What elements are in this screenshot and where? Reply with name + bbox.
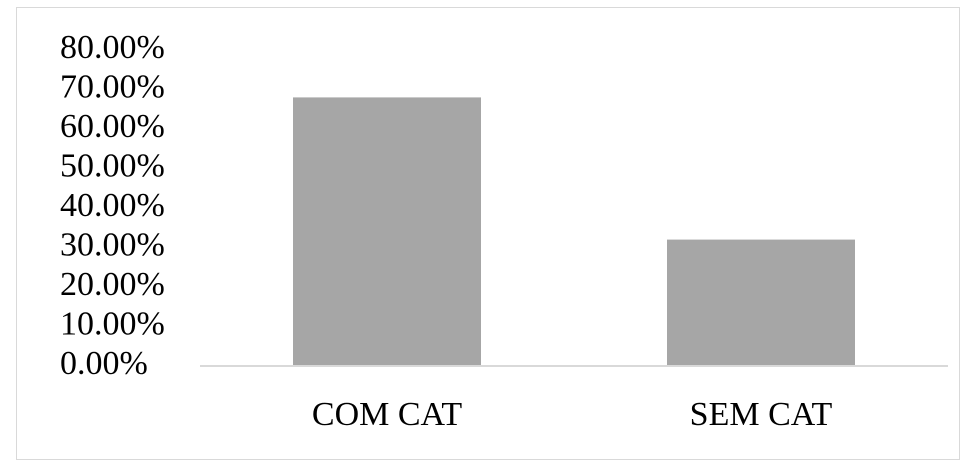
y-tick-label: 60.00%	[60, 108, 165, 145]
y-tick-label: 10.00%	[60, 305, 165, 342]
chart-area	[16, 7, 960, 460]
y-tick-label: 80.00%	[60, 29, 165, 66]
bar-com-cat	[293, 97, 481, 367]
x-tick-label: SEM CAT	[690, 396, 833, 433]
y-tick-label: 70.00%	[60, 68, 165, 105]
x-axis-labels: COM CAT SEM CAT	[312, 396, 833, 433]
y-tick-label: 40.00%	[60, 187, 165, 224]
x-tick-label: COM CAT	[312, 396, 462, 433]
y-tick-label: 0.00%	[60, 345, 148, 382]
y-tick-label: 20.00%	[60, 266, 165, 303]
y-tick-label: 50.00%	[60, 147, 165, 184]
y-axis-ticks: 0.00%10.00%20.00%30.00%40.00%50.00%60.00…	[60, 29, 165, 382]
y-tick-label: 30.00%	[60, 226, 165, 263]
bars	[293, 97, 855, 367]
bar-sem-cat	[667, 239, 855, 366]
